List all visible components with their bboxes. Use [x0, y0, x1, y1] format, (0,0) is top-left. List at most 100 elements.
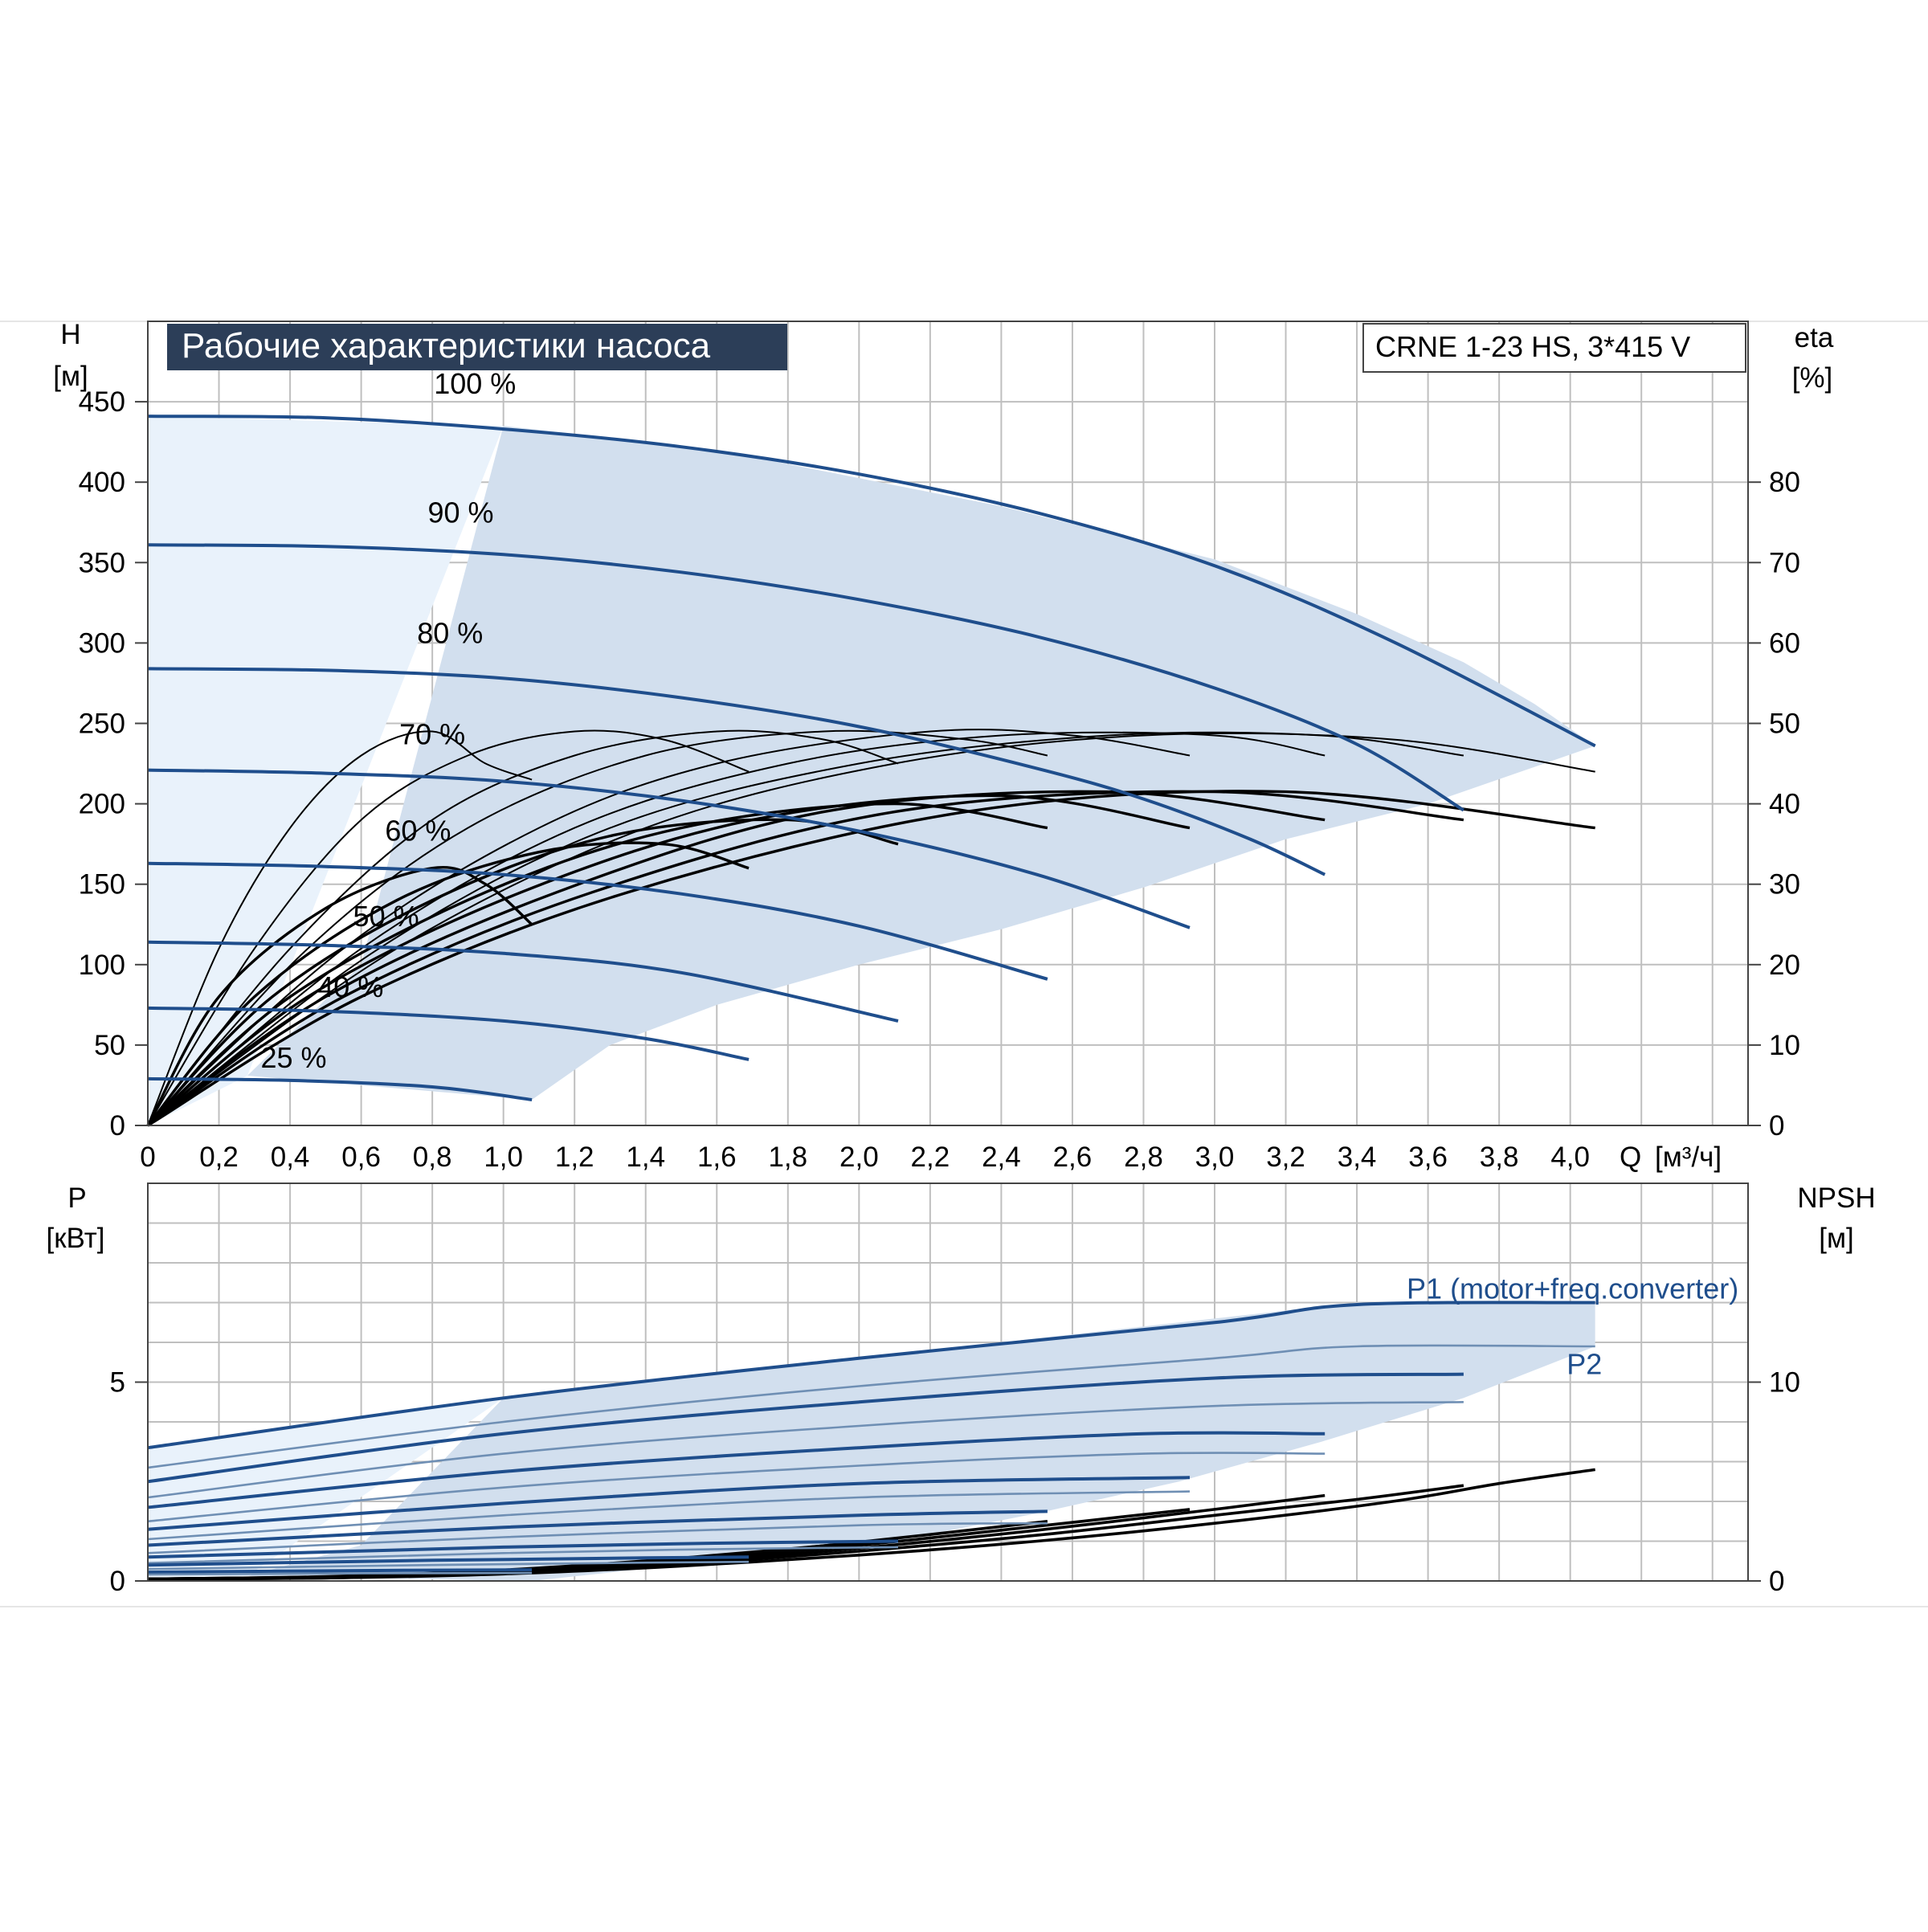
npsh-tick-label: 0 — [1769, 1566, 1784, 1597]
flow-tick-label: 1,6 — [697, 1142, 737, 1173]
npsh-axis-symbol: NPSH — [1797, 1182, 1875, 1214]
head-tick-label: 50 — [94, 1030, 125, 1061]
efficiency-tick-label: 0 — [1769, 1110, 1784, 1142]
p2-power-curve — [147, 1452, 1326, 1523]
head-tick-label: 300 — [79, 627, 125, 659]
head-curve-label: 90 % — [428, 496, 494, 529]
efficiency-tick-label: 40 — [1769, 789, 1800, 820]
p1-power-curve — [147, 1431, 1326, 1509]
head-curve — [147, 940, 899, 1023]
efficiency-tick-label: 30 — [1769, 869, 1800, 901]
flow-tick-label: 2,6 — [1053, 1142, 1093, 1173]
power-axis-ticks: 05 — [110, 1367, 148, 1597]
head-curve — [147, 543, 1464, 812]
head-axis-unit: [м] — [53, 361, 88, 392]
head-curve-label: 60 % — [385, 815, 451, 848]
p1-power-curve — [147, 1301, 1595, 1450]
head-curve-label: 50 % — [353, 900, 419, 933]
head-curve — [147, 667, 1326, 876]
p2-power-curve — [147, 1546, 899, 1564]
flow-axis-symbol: Q — [1620, 1142, 1641, 1173]
power-series-label: P1 (motor+freq.converter) — [1407, 1272, 1738, 1305]
flow-tick-label: 1,8 — [768, 1142, 807, 1173]
head-curve — [147, 861, 1048, 981]
flow-tick-label: 0,2 — [199, 1142, 239, 1173]
flow-tick-label: 2,2 — [911, 1142, 950, 1173]
flow-tick-label: 3,6 — [1408, 1142, 1448, 1173]
head-curve — [147, 768, 1191, 929]
head-tick-label: 350 — [79, 547, 125, 578]
npsh-axis-ticks: 0 10 — [1748, 1367, 1800, 1597]
efficiency-tick-label: 50 — [1769, 709, 1800, 740]
head-curve — [147, 1076, 533, 1101]
head-operating-region — [148, 416, 1595, 1125]
power-series-label: P2 — [1566, 1348, 1602, 1381]
flow-tick-label: 4,0 — [1550, 1142, 1590, 1173]
p2-power-curve — [147, 1490, 1191, 1541]
flow-tick-label: 2,8 — [1124, 1142, 1163, 1173]
p2-power-curve — [147, 1571, 533, 1576]
npsh-tick-label: 10 — [1769, 1367, 1800, 1399]
head-axis-ticks: 0 50 100 150 200 250 300 350 400 450 — [79, 386, 148, 1142]
efficiency-curve — [147, 732, 1595, 1126]
flow-tick-label: 0,8 — [413, 1142, 452, 1173]
power-axis-unit: [кВт] — [47, 1223, 105, 1254]
p2-power-curve — [147, 1401, 1464, 1499]
efficiency-curve — [147, 790, 1595, 1127]
head-tick-label: 450 — [79, 386, 125, 418]
head-tick-label: 0 — [110, 1110, 125, 1142]
p2-power-curve — [147, 1344, 1595, 1469]
head-tick-label: 200 — [79, 789, 125, 820]
head-tick-label: 100 — [79, 950, 125, 981]
flow-tick-label: 3,8 — [1480, 1142, 1519, 1173]
model-label: CRNE 1-23 HS, 3*415 V — [1375, 330, 1690, 363]
flow-axis-ticks: 0 0,2 0,4 0,6 0,8 1,0 1,2 1,4 1,6 1,8 2,0 2,2 2,4 2,6… — [140, 1142, 1590, 1173]
efficiency-curve — [146, 865, 533, 1126]
efficiency-tick-label: 10 — [1769, 1030, 1800, 1061]
head-curve-label: 100 % — [434, 367, 516, 400]
flow-axis-unit: [м³/ч] — [1655, 1142, 1722, 1173]
p1-power-curve — [147, 1476, 1191, 1531]
efficiency-tick-label: 60 — [1769, 627, 1800, 659]
head-chart: 100 %90 %80 %70 %60 %50 %40 %25 % 050100… — [53, 319, 1834, 1173]
flow-tick-label: 0 — [140, 1142, 155, 1173]
head-axis-symbol: H — [60, 319, 80, 350]
head-curve-label: 25 % — [260, 1041, 326, 1074]
flow-tick-label: 3,0 — [1195, 1142, 1235, 1173]
efficiency-axis-ticks: 0 10 20 30 40 50 60 70 80 — [1748, 467, 1800, 1142]
flow-tick-label: 3,2 — [1266, 1142, 1305, 1173]
light-region-fill — [148, 416, 504, 1125]
chart-title-banner — [167, 324, 787, 370]
power-series-labels: P1 (motor+freq.converter) P2 — [1407, 1272, 1738, 1381]
head-curve-labels: 100 % 90 % 80 % 70 % 60 % 50 % 40 % 25 % — [260, 367, 516, 1074]
head-curve — [147, 1006, 750, 1061]
power-tick-label: 5 — [110, 1367, 125, 1399]
head-curve-label: 40 % — [317, 970, 383, 1003]
npsh-axis-unit: [м] — [1819, 1223, 1854, 1254]
p1-power-curve — [147, 1555, 750, 1567]
flow-tick-label: 0,6 — [341, 1142, 381, 1173]
chart-title: Рабочие характеристики насоса — [182, 326, 711, 366]
efficiency-tick-label: 70 — [1769, 547, 1800, 578]
efficiency-curve — [147, 730, 533, 1126]
efficiency-tick-label: 20 — [1769, 950, 1800, 981]
efficiency-curves — [146, 729, 1595, 1127]
operating-region-fill — [247, 426, 1595, 1100]
flow-tick-label: 2,4 — [982, 1142, 1021, 1173]
efficiency-curve — [147, 729, 899, 1126]
power-tick-label: 0 — [110, 1566, 125, 1597]
flow-tick-label: 1,0 — [484, 1142, 523, 1173]
efficiency-tick-label: 80 — [1769, 467, 1800, 498]
efficiency-curve — [146, 841, 750, 1127]
head-tick-label: 150 — [79, 869, 125, 901]
flow-tick-label: 1,4 — [626, 1142, 665, 1173]
p1-power-curve — [147, 1568, 533, 1575]
model-label-box — [1362, 323, 1746, 373]
power-chart: P1 (motor+freq.converter)P2 05 010 P [кВ… — [47, 1182, 1876, 1597]
efficiency-axis-unit: [%] — [1792, 362, 1833, 394]
power-curves — [147, 1301, 1595, 1576]
power-axis-symbol: P — [67, 1182, 86, 1214]
p1-power-curve — [147, 1539, 899, 1559]
head-curve-label: 80 % — [417, 616, 483, 649]
